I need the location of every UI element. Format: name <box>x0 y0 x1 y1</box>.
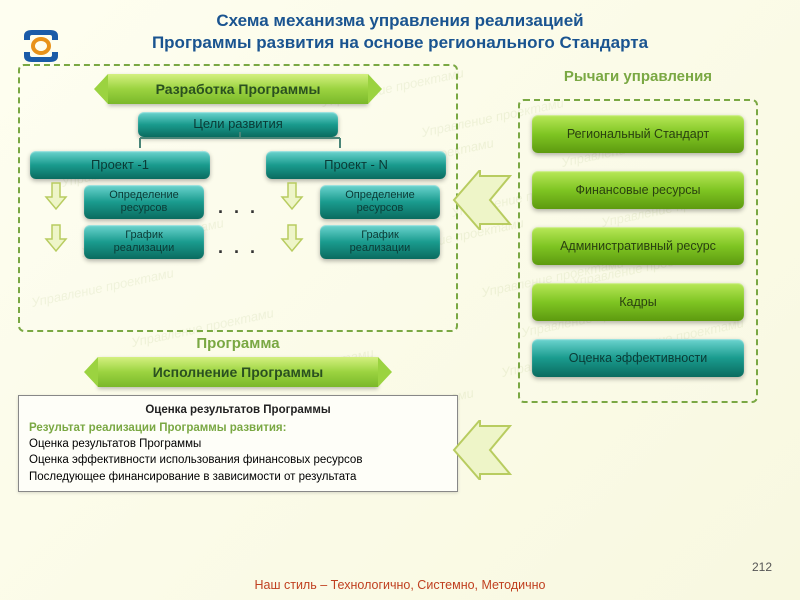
evaluation-box: Оценка результатов Программы Результат р… <box>18 395 458 491</box>
page-title: Схема механизма управления реализацией П… <box>0 0 800 60</box>
levers-box: Региональный Стандарт Финансовые ресурсы… <box>518 99 758 403</box>
logo-icon <box>20 28 62 64</box>
page-number: 212 <box>752 560 772 574</box>
ellipsis: . . . <box>218 237 258 258</box>
down-arrow-icon <box>280 223 304 253</box>
lever-standard: Региональный Стандарт <box>532 115 744 153</box>
development-header: Разработка Программы <box>108 74 368 104</box>
footer-motto: Наш стиль – Технологично, Системно, Мето… <box>0 578 800 592</box>
resources-1-node: Определение ресурсов <box>84 185 204 219</box>
eval-subtitle: Результат реализации Программы развития: <box>29 420 447 436</box>
down-arrow-icon <box>280 181 304 211</box>
title-line-1: Схема механизма управления реализацией <box>216 11 583 30</box>
execution-header: Исполнение Программы <box>98 357 378 387</box>
eval-line: Оценка результатов Программы <box>29 436 447 452</box>
connector-goals <box>60 132 420 152</box>
resources-n-node: Определение ресурсов <box>320 185 440 219</box>
big-arrow-left-icon <box>452 420 512 480</box>
development-box: Разработка Программы Цели развития Проек… <box>18 64 458 332</box>
schedule-1-node: График реализации <box>84 225 204 259</box>
eval-line: Последующее финансирование в зависимости… <box>29 469 447 485</box>
down-arrow-icon <box>44 223 68 253</box>
project-1-node: Проект -1 <box>30 151 210 179</box>
lever-finance: Финансовые ресурсы <box>532 171 744 209</box>
big-arrow-left-icon <box>452 170 512 230</box>
eval-title: Оценка результатов Программы <box>29 402 447 418</box>
title-line-2: Программы развития на основе регионально… <box>152 33 648 52</box>
levers-title: Рычаги управления <box>518 68 758 85</box>
lever-efficiency: Оценка эффективности <box>532 339 744 377</box>
project-n-node: Проект - N <box>266 151 446 179</box>
lever-admin: Административный ресурс <box>532 227 744 265</box>
lever-staff: Кадры <box>532 283 744 321</box>
eval-line: Оценка эффективности использования финан… <box>29 452 447 468</box>
schedule-n-node: График реализации <box>320 225 440 259</box>
down-arrow-icon <box>44 181 68 211</box>
ellipsis: . . . <box>218 197 258 218</box>
